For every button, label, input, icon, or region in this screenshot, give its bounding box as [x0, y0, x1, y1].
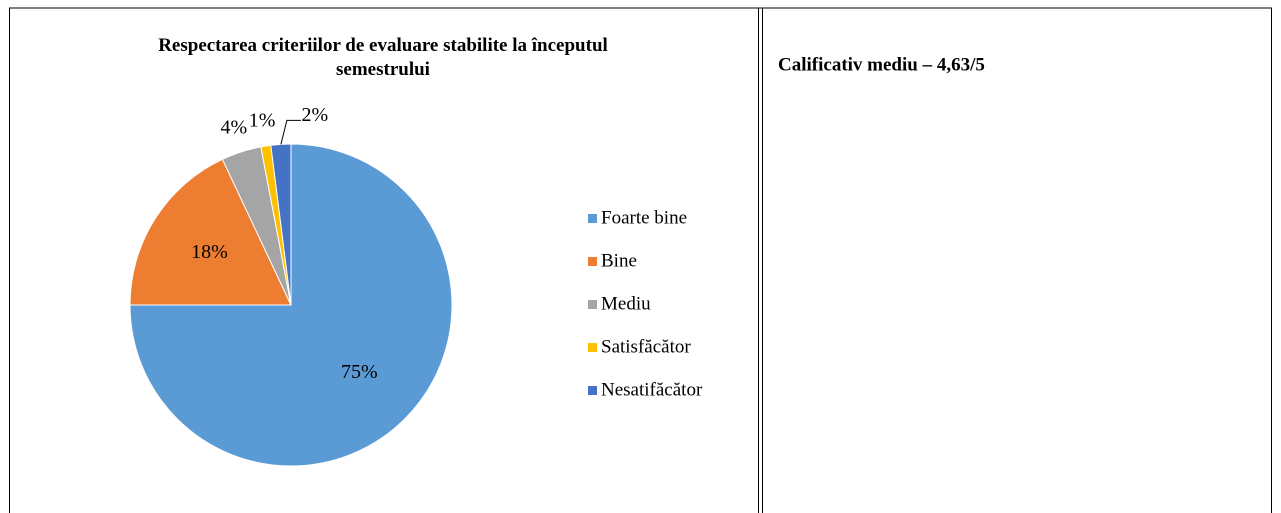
- data-label: 4%: [220, 117, 247, 139]
- pie-slice: [129, 158, 292, 306]
- legend-swatch: [588, 300, 597, 309]
- data-label: 2%: [302, 104, 329, 126]
- data-label: 1%: [249, 110, 276, 132]
- legend-swatch: [588, 343, 597, 352]
- legend-swatch: [588, 257, 597, 266]
- leader-line: [280, 119, 301, 145]
- legend-label: Bine: [601, 250, 637, 271]
- pie-slice: [270, 143, 292, 306]
- note: Calificativ mediu – 4,63/5: [778, 54, 985, 75]
- legend-label: Mediu: [601, 293, 651, 314]
- legend-label: Foarte bine: [601, 207, 687, 228]
- legend-label: Satisfăcător: [601, 336, 691, 357]
- legend-swatch: [588, 386, 597, 395]
- chart-title: Respectarea criteriilor de evaluare stab…: [158, 35, 608, 80]
- legend-swatch: [588, 214, 597, 223]
- data-label: 75%: [341, 361, 378, 383]
- data-label: 18%: [191, 241, 228, 263]
- legend-label: Nesatifăcător: [601, 379, 703, 400]
